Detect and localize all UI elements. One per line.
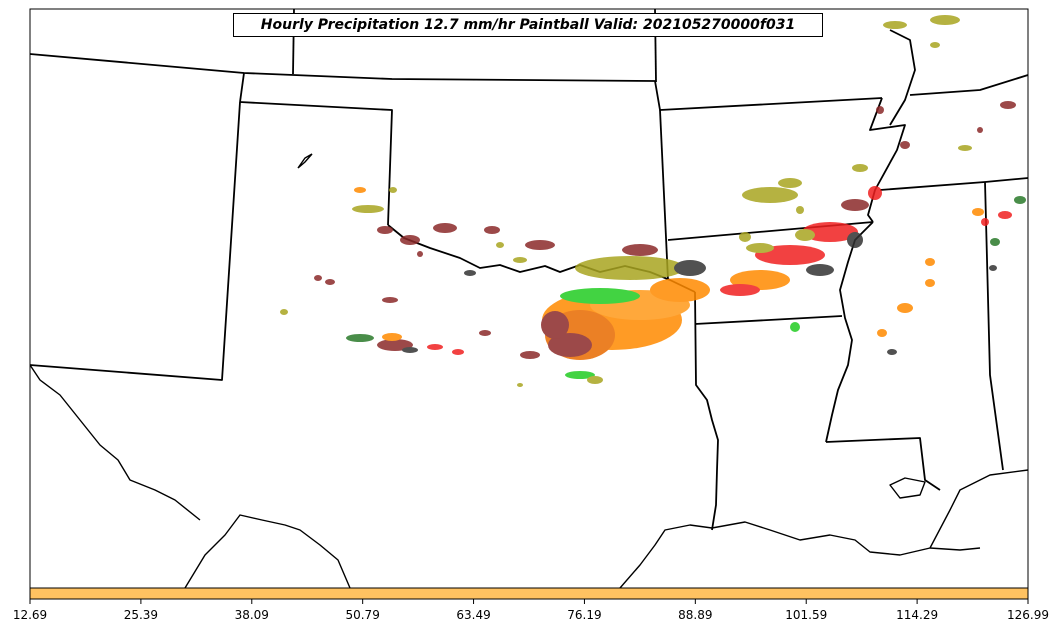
small-outline (297, 153, 313, 169)
colorbar-tick-label: 25.39 (123, 608, 159, 622)
state-borders (29, 8, 1029, 531)
colorbar-tick-label: 101.59 (785, 608, 828, 622)
colorbar-tick-label: 76.19 (567, 608, 602, 622)
colorbar-tick-label: 50.79 (345, 608, 380, 622)
colorbar-tick-label: 88.89 (678, 608, 713, 622)
colorbar-tick-label: 126.99 (1007, 608, 1049, 622)
map-frame (29, 8, 1029, 589)
map-title: Hourly Precipitation 12.7 mm/hr Paintbal… (233, 13, 823, 37)
colorbar-tick-label: 12.69 (12, 608, 48, 622)
colorbar-tick-label: 63.49 (456, 608, 491, 622)
texas-coast-borders (29, 364, 1029, 589)
precipitation-blobs (280, 15, 1026, 387)
colorbar-ticks (29, 599, 1029, 604)
colorbar-tick-label: 38.09 (234, 608, 269, 622)
colorbar (29, 587, 1029, 600)
colorbar-tick-label: 114.29 (896, 608, 939, 622)
